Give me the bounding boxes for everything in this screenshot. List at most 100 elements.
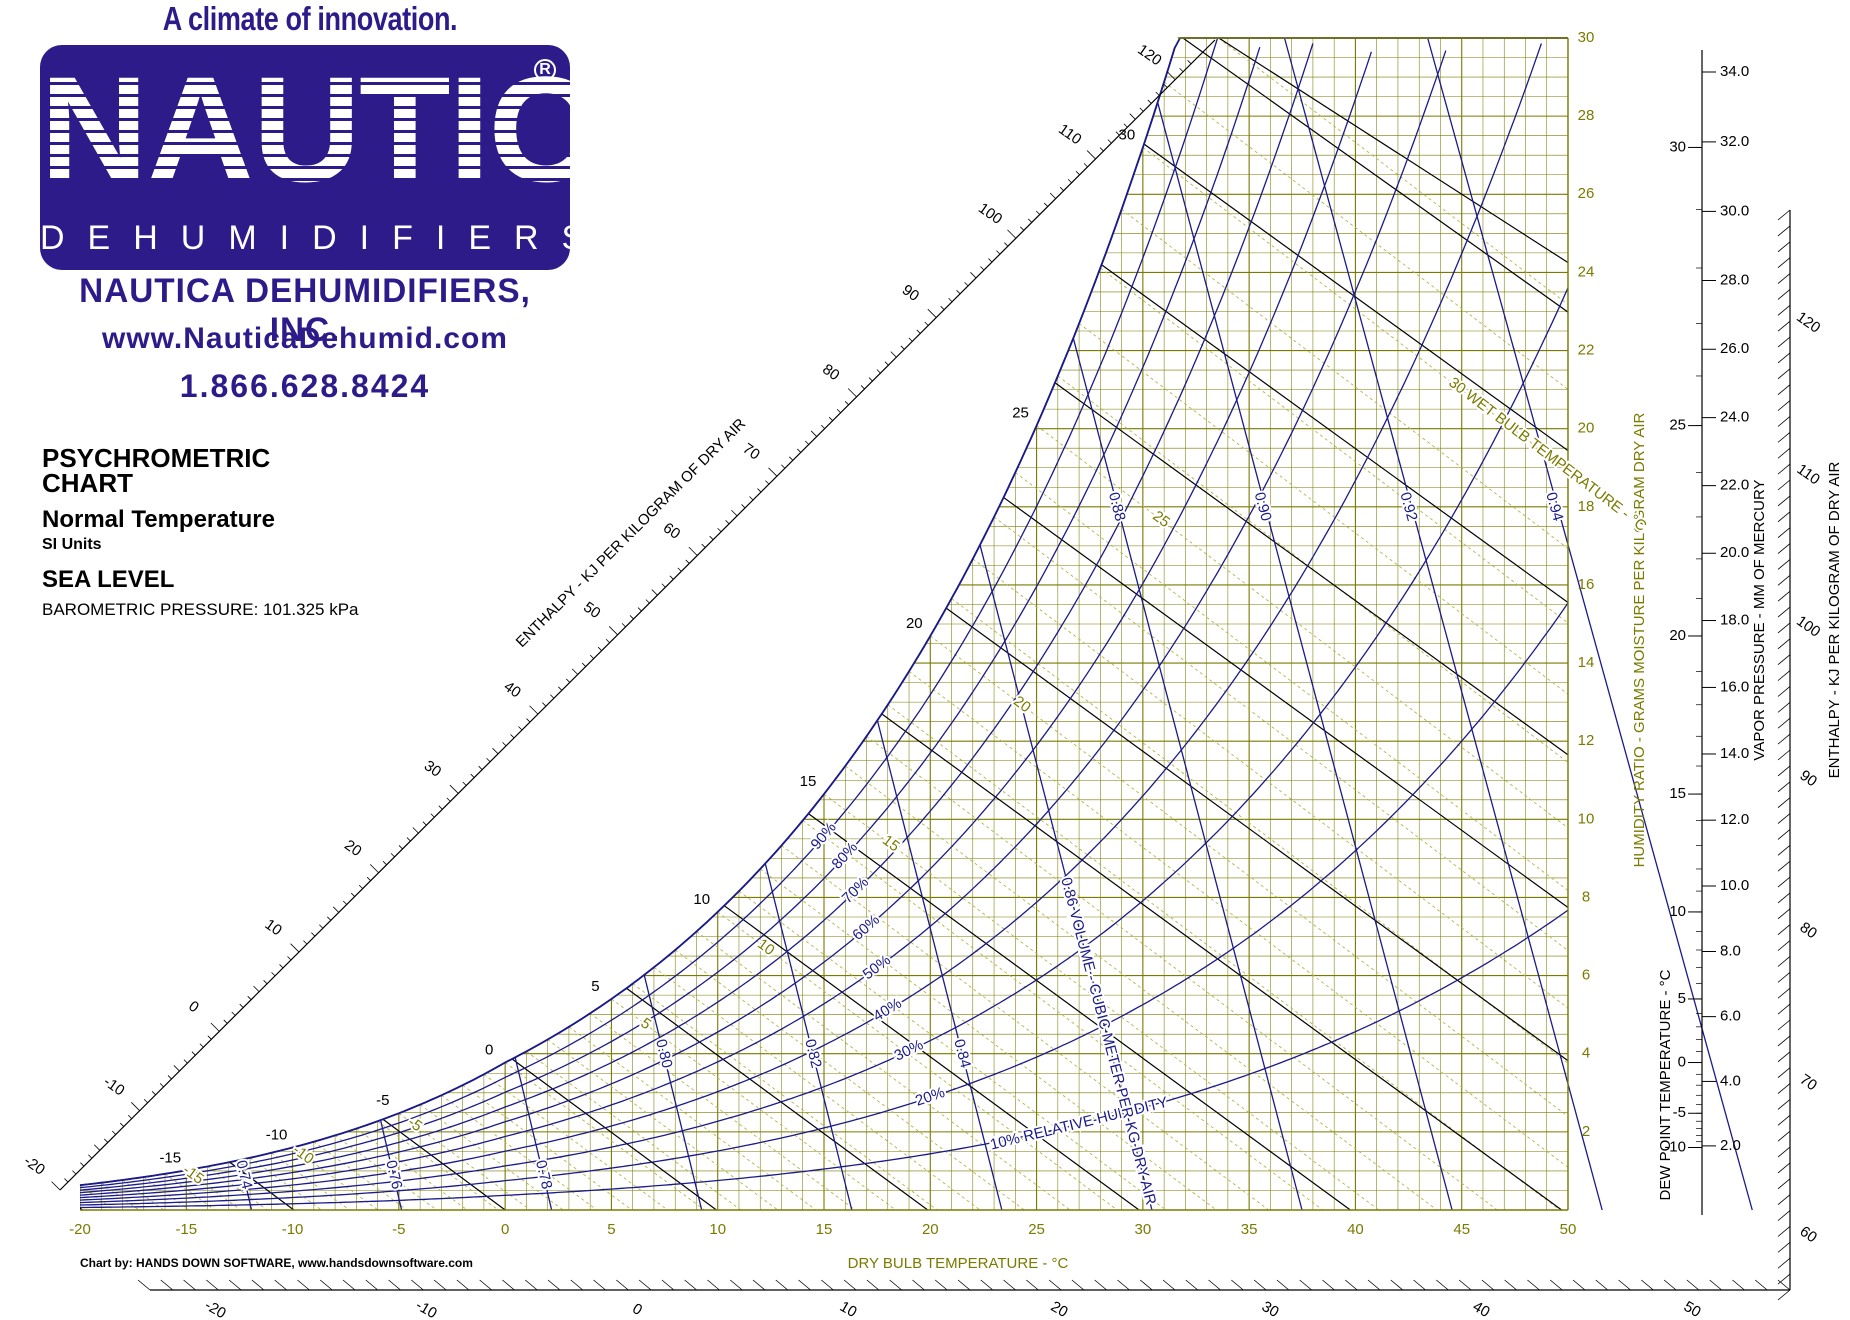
- enthalpy-scale-tick: [279, 964, 284, 969]
- enthalpy-right-tick-label: 90: [1797, 767, 1820, 790]
- enthalpy-scale-tick: [1099, 147, 1104, 152]
- x-tick-label: 0: [501, 1221, 509, 1238]
- enthalpy-scale-tick: [502, 742, 507, 747]
- enthalpy-right-tick: [1777, 1146, 1791, 1158]
- enthalpy-right-tick: [1777, 797, 1791, 808]
- enthalpy-right-tick: [1777, 813, 1791, 824]
- wet-bulb-line: [1057, 375, 1568, 1210]
- enthalpy-bottom-tick: [1595, 1279, 1609, 1291]
- enthalpy-bottom-tick: [1413, 1279, 1426, 1291]
- enthalpy-scale-tick: [1179, 67, 1184, 73]
- wet-bulb-line: [632, 983, 938, 1210]
- enthalpy-scale-tick: [651, 589, 658, 596]
- y-tick-label: 2: [1582, 1123, 1590, 1140]
- wet-bulb-line: [823, 793, 1380, 1210]
- enthalpy-scale-tick: [486, 757, 491, 763]
- enthalpy-bottom-tick: [843, 1279, 857, 1291]
- enthalpy-right-tick: [1777, 860, 1791, 872]
- enthalpy-scale-tick: [478, 765, 483, 770]
- enthalpy-bottom-tick: [1732, 1279, 1745, 1291]
- enthalpy-scale-tick: [247, 995, 252, 1000]
- enthalpy-bottom-scale: [137, 1279, 1791, 1291]
- enthalpy-line: [723, 905, 1140, 1210]
- enthalpy-right-tick: [1777, 654, 1791, 666]
- wet-bulb-line: [1100, 267, 1568, 1210]
- y-tick-label: 18: [1578, 498, 1595, 515]
- vapor-pressure-tick-label: 4.0: [1720, 1072, 1741, 1089]
- enthalpy-bottom-tick: [980, 1279, 994, 1291]
- enthalpy-bottom-tick: [547, 1279, 561, 1291]
- enthalpy-scale-tick: [996, 250, 1001, 255]
- enthalpy-scale-tick: [709, 535, 714, 540]
- enthalpy-scale-tick: [661, 583, 666, 588]
- dew-point-tick-label: -10: [1664, 1138, 1686, 1155]
- enthalpy-scale-tick: [550, 694, 555, 699]
- enthalpy-bottom-tick: [297, 1279, 310, 1291]
- enthalpy-scale-tick: [358, 884, 363, 889]
- enthalpy-bottom-tick: [1322, 1279, 1335, 1291]
- enthalpy-bottom-tick: [1709, 1279, 1722, 1291]
- enthalpy-scale-tick: [271, 972, 276, 977]
- wet-bulb-label: 15: [879, 832, 903, 856]
- enthalpy-scale-tick: [366, 876, 371, 881]
- y-tick-label: 20: [1578, 420, 1595, 437]
- vapor-pressure-tick-label: 20.0: [1720, 544, 1749, 561]
- wet-bulb-line: [313, 1141, 408, 1210]
- enthalpy-scale-tick: [836, 408, 841, 414]
- enthalpy-right-tick: [1777, 320, 1791, 332]
- enthalpy-right-tick: [1777, 1226, 1791, 1237]
- enthalpy-scale-tick: [303, 940, 308, 945]
- enthalpy-right-tick: [1777, 733, 1791, 745]
- enthalpy-scale-tick: [688, 546, 698, 556]
- enthalpy-right-tick: [1777, 384, 1791, 396]
- enthalpy-bottom-tick: [661, 1279, 675, 1291]
- dew-point-tick-label: 25: [1669, 417, 1686, 434]
- enthalpy-scale-tick: [566, 678, 571, 683]
- enthalpy-scale-tick: [93, 1144, 101, 1151]
- enthalpy-scale-tick: [927, 308, 937, 318]
- enthalpy-bottom-tick: [1777, 1279, 1791, 1291]
- enthalpy-bottom-tick-label: 40: [1470, 1298, 1493, 1320]
- enthalpy-scale-tick: [1007, 229, 1017, 239]
- x-tick-label: 35: [1241, 1221, 1258, 1238]
- enthalpy-right-tick: [1777, 1162, 1791, 1174]
- enthalpy-bottom-tick: [684, 1279, 697, 1291]
- enthalpy-scale-tick: [605, 638, 610, 644]
- enthalpy-right-tick: [1777, 590, 1791, 602]
- enthalpy-line: [80, 1187, 83, 1210]
- enthalpy-scale-tick: [287, 956, 292, 961]
- enthalpy-scale-tick: [406, 837, 411, 842]
- enthalpy-scale-tick: [167, 1075, 172, 1080]
- wet-bulb-line: [759, 868, 1217, 1210]
- enthalpy-bottom-tick: [388, 1279, 401, 1291]
- enthalpy-bottom-tick: [1436, 1279, 1449, 1291]
- enthalpy-scale-tick: [1163, 83, 1168, 88]
- enthalpy-scale-tick: [143, 1098, 148, 1104]
- enthalpy-scale-tick: [253, 985, 260, 993]
- enthalpy-right-tick: [1777, 352, 1791, 364]
- wet-bulb-line: [377, 1120, 499, 1210]
- enthalpy-right-tick: [1777, 257, 1791, 268]
- dew-point-scale: [1688, 50, 1716, 1215]
- enthalpy-scale-tick: [529, 705, 539, 715]
- enthalpy-scale-tick: [860, 385, 865, 390]
- specific-volume-line: [979, 544, 1153, 1211]
- wet-bulb-line: [1163, 81, 1568, 1210]
- dew-point-tick-label: 20: [1669, 627, 1686, 644]
- enthalpy-left-tick-label: 80: [819, 361, 842, 384]
- enthalpy-scale-tick: [412, 827, 419, 834]
- enthalpy-scale-tick: [1139, 107, 1144, 112]
- enthalpy-left-tick-label: 50: [580, 599, 603, 622]
- y-tick-label: 30: [1578, 29, 1595, 46]
- wet-bulb-line: [271, 1152, 350, 1210]
- enthalpy-line: [1218, 38, 1568, 1210]
- enthalpy-bottom-tick-label: -20: [202, 1297, 229, 1320]
- enthalpy-scale-tick: [332, 906, 340, 913]
- enthalpy-bottom-tick: [1686, 1279, 1700, 1291]
- enthalpy-scale-tick: [130, 1102, 140, 1111]
- enthalpy-scale-tick: [390, 853, 395, 858]
- enthalpy-bottom-tick: [889, 1279, 902, 1291]
- enthalpy-bottom-tick: [456, 1279, 470, 1291]
- enthalpy-right-tick: [1777, 717, 1791, 729]
- wet-bulb-line: [696, 931, 1071, 1210]
